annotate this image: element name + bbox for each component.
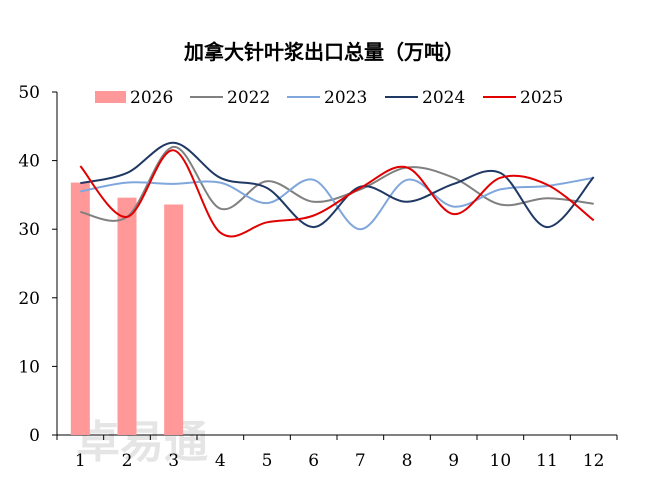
line-2023 xyxy=(80,176,594,231)
x-tick-label: 8 xyxy=(402,451,413,471)
x-tick-label: 3 xyxy=(168,451,179,471)
legend-label-2025: 2025 xyxy=(520,88,563,108)
legend-item-2024: 2024 xyxy=(385,88,465,108)
legend-item-2023: 2023 xyxy=(287,88,367,108)
bar-series xyxy=(70,182,184,435)
x-tick-label: 7 xyxy=(355,451,366,471)
x-tick-label: 10 xyxy=(490,451,512,471)
x-tick-label: 11 xyxy=(536,451,558,471)
legend-item-2025: 2025 xyxy=(483,88,563,108)
x-tick-label: 5 xyxy=(262,451,273,471)
legend-swatch-2026 xyxy=(95,91,126,103)
legend-label-2026: 2026 xyxy=(130,88,173,108)
line-2022 xyxy=(80,145,594,222)
bar-2026-2 xyxy=(117,197,137,435)
y-tick-label: 30 xyxy=(18,220,40,240)
x-tick-label: 2 xyxy=(122,451,133,471)
legend-item-2026: 2026 xyxy=(95,88,173,108)
legend-label-2024: 2024 xyxy=(422,88,465,108)
x-tick-label: 4 xyxy=(215,451,226,471)
bar-2026-1 xyxy=(70,182,90,435)
line-2025 xyxy=(79,149,595,238)
line-series xyxy=(79,141,595,238)
legend-item-2022: 2022 xyxy=(190,88,270,108)
x-tick-label: 6 xyxy=(308,451,319,471)
y-tick-label: 50 xyxy=(18,83,40,103)
x-tick-label: 12 xyxy=(583,451,605,471)
x-tick-label: 9 xyxy=(448,451,459,471)
legend-label-2023: 2023 xyxy=(324,88,367,108)
watermark-logo: 卓易通 xyxy=(76,417,208,468)
y-tick-label: 40 xyxy=(18,152,40,172)
legend-label-2022: 2022 xyxy=(227,88,270,108)
line-2024 xyxy=(80,141,595,229)
x-tick-label: 1 xyxy=(75,451,86,471)
bar-2026-3 xyxy=(164,204,184,435)
y-tick-label: 10 xyxy=(18,357,40,377)
y-tick-label: 20 xyxy=(18,289,40,309)
legend: 2026 2022 2023 2024 2025 xyxy=(95,88,563,108)
y-tick-label: 0 xyxy=(29,426,40,446)
chart-title: 加拿大针叶浆出口总量（万吨） xyxy=(183,40,464,64)
